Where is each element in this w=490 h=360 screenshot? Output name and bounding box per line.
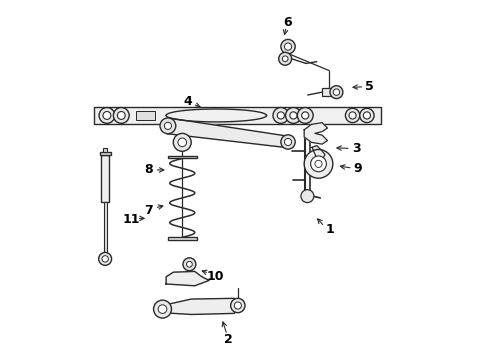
Circle shape (98, 252, 112, 265)
Circle shape (304, 149, 333, 178)
Bar (103, 148, 107, 152)
Text: 11: 11 (122, 213, 140, 226)
Circle shape (178, 138, 187, 147)
Circle shape (330, 86, 343, 99)
Circle shape (279, 52, 292, 65)
Bar (168, 156, 196, 158)
Text: 3: 3 (352, 142, 361, 155)
Polygon shape (312, 145, 325, 160)
Circle shape (187, 261, 192, 267)
Circle shape (103, 112, 111, 120)
Circle shape (302, 112, 309, 119)
Circle shape (160, 118, 176, 134)
Polygon shape (167, 118, 289, 148)
Text: 6: 6 (283, 16, 292, 29)
Circle shape (234, 302, 242, 309)
Circle shape (102, 256, 108, 262)
Circle shape (273, 108, 289, 123)
Bar (101, 155, 109, 202)
Circle shape (281, 135, 295, 149)
Circle shape (285, 43, 292, 50)
Circle shape (183, 258, 196, 271)
Circle shape (117, 112, 125, 120)
Circle shape (281, 40, 295, 54)
Circle shape (158, 305, 167, 314)
Text: 5: 5 (366, 80, 374, 93)
Circle shape (113, 108, 129, 123)
Circle shape (349, 112, 356, 119)
Text: 4: 4 (183, 95, 192, 108)
Circle shape (333, 89, 340, 95)
Polygon shape (304, 123, 327, 144)
Circle shape (277, 112, 285, 119)
Bar (322, 88, 335, 96)
Text: 9: 9 (354, 162, 362, 175)
Circle shape (297, 108, 313, 123)
Polygon shape (163, 298, 242, 315)
Circle shape (290, 112, 297, 119)
Circle shape (315, 160, 322, 167)
Circle shape (231, 298, 245, 313)
Circle shape (164, 122, 171, 130)
Text: 8: 8 (145, 163, 153, 176)
Circle shape (153, 300, 172, 318)
Bar (103, 202, 107, 259)
Circle shape (311, 156, 326, 172)
Text: 2: 2 (224, 333, 233, 346)
Bar (95, 107, 381, 124)
Circle shape (285, 138, 292, 145)
Text: 10: 10 (207, 270, 224, 283)
Circle shape (364, 112, 370, 119)
Circle shape (99, 108, 115, 123)
Bar (136, 111, 155, 120)
Circle shape (360, 108, 374, 123)
Polygon shape (166, 271, 209, 286)
Bar (100, 152, 111, 155)
Text: 7: 7 (145, 204, 153, 217)
Circle shape (345, 108, 360, 123)
Bar (168, 237, 196, 240)
Circle shape (286, 108, 301, 123)
Circle shape (282, 56, 288, 62)
Text: 1: 1 (326, 222, 335, 236)
Circle shape (173, 134, 191, 151)
Circle shape (301, 190, 314, 203)
